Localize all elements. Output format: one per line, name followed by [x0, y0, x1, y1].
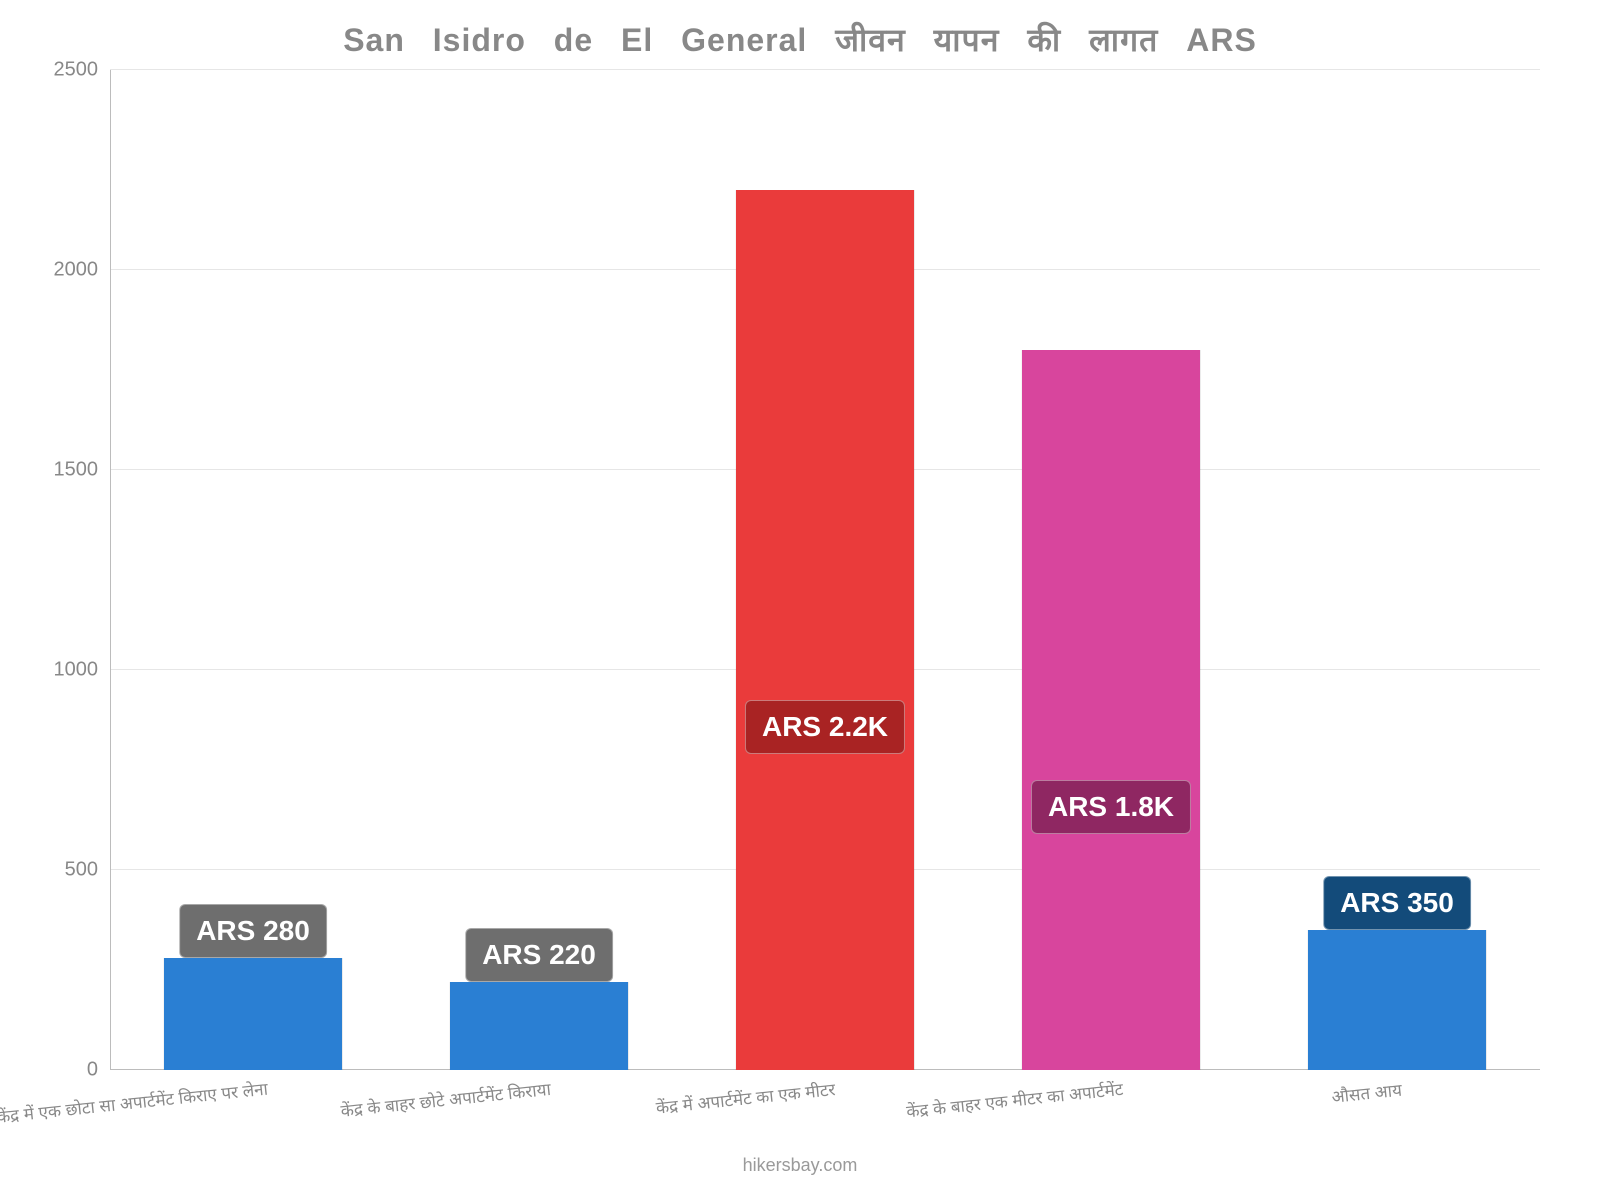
- x-tick-label: केंद्र में अपार्टमेंट का एक मीटर: [655, 1077, 837, 1119]
- chart-container: San Isidro de El General जीवन यापन की ला…: [0, 0, 1600, 1200]
- y-tick-label: 500: [65, 859, 98, 882]
- bar: ARS 1.8K: [1022, 350, 1199, 1070]
- gridline: [110, 669, 1540, 670]
- bar-slot: ARS 2.2Kकेंद्र में अपार्टमेंट का एक मीटर: [682, 70, 968, 1070]
- gridline: [110, 69, 1540, 70]
- chart-title: San Isidro de El General जीवन यापन की ला…: [0, 18, 1600, 61]
- x-tick-label: केंद्र के बाहर एक मीटर का अपार्टमेंट: [905, 1077, 1124, 1123]
- bar-slot: ARS 1.8Kकेंद्र के बाहर एक मीटर का अपार्ट…: [968, 70, 1254, 1070]
- y-tick-label: 1000: [54, 659, 99, 682]
- plot-area: ARS 280केंद्र में एक छोटा सा अपार्टमेंट …: [110, 70, 1540, 1070]
- gridline: [110, 869, 1540, 870]
- bar-slot: ARS 220केंद्र के बाहर छोटे अपार्टमेंट कि…: [396, 70, 682, 1070]
- value-label: ARS 280: [179, 904, 327, 958]
- gridline: [110, 269, 1540, 270]
- x-axis: [110, 1069, 1540, 1070]
- y-tick-label: 0: [87, 1059, 98, 1082]
- bars-group: ARS 280केंद्र में एक छोटा सा अपार्टमेंट …: [110, 70, 1540, 1070]
- value-label: ARS 350: [1323, 876, 1471, 930]
- x-tick-label: केंद्र के बाहर छोटे अपार्टमेंट किराया: [339, 1077, 551, 1122]
- value-label: ARS 2.2K: [745, 700, 905, 754]
- x-tick-label: केंद्र में एक छोटा सा अपार्टमेंट किराए प…: [0, 1077, 269, 1128]
- y-tick-label: 2000: [54, 259, 99, 282]
- y-axis: [110, 70, 111, 1070]
- y-tick-label: 2500: [54, 59, 99, 82]
- bar: ARS 220: [450, 982, 627, 1070]
- bar: ARS 350: [1308, 930, 1485, 1070]
- gridline: [110, 469, 1540, 470]
- value-label: ARS 220: [465, 928, 613, 982]
- bar-slot: ARS 350औसत आय: [1254, 70, 1540, 1070]
- footer-attribution: hikersbay.com: [0, 1155, 1600, 1176]
- bar: ARS 280: [164, 958, 341, 1070]
- y-tick-label: 1500: [54, 459, 99, 482]
- x-tick-label: औसत आय: [1330, 1078, 1403, 1108]
- bar-slot: ARS 280केंद्र में एक छोटा सा अपार्टमेंट …: [110, 70, 396, 1070]
- value-label: ARS 1.8K: [1031, 780, 1191, 834]
- bar: ARS 2.2K: [736, 190, 913, 1070]
